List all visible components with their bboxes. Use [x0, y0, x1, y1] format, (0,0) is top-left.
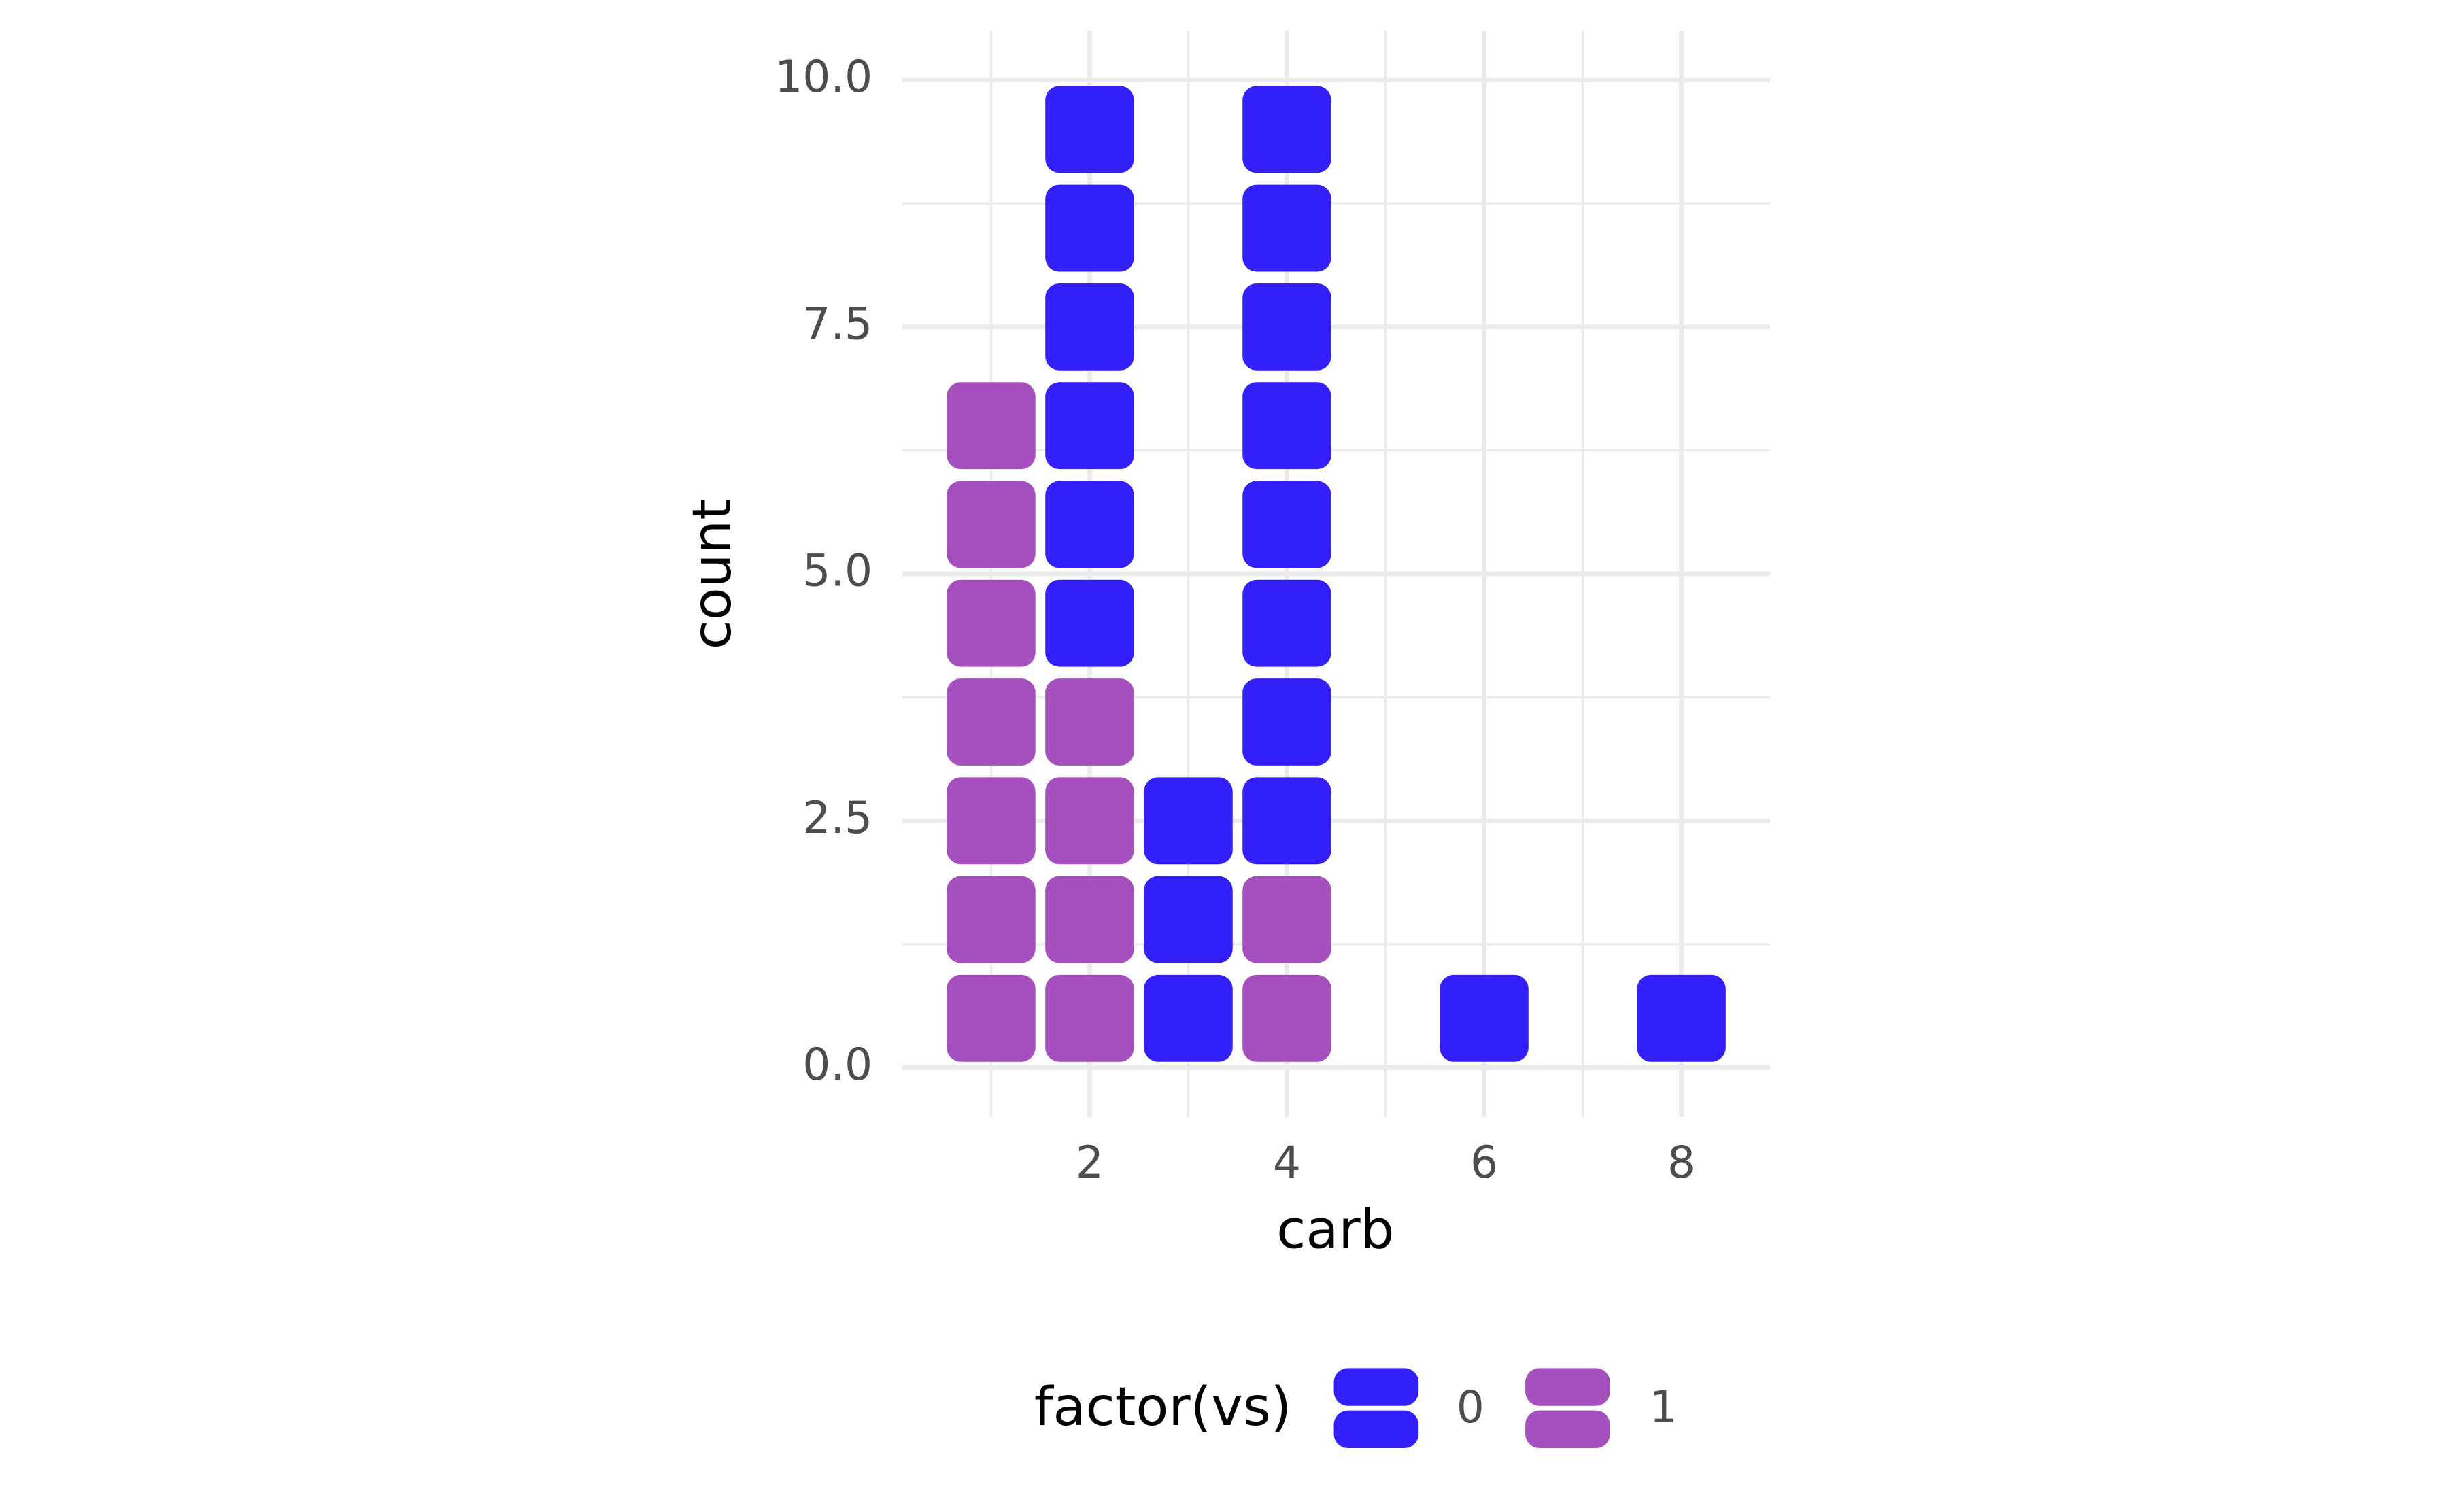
tile — [1242, 579, 1331, 667]
tile — [1144, 777, 1233, 865]
tile — [1242, 876, 1331, 963]
legend-key — [1525, 1368, 1610, 1449]
legend-label: 0 — [1457, 1382, 1484, 1433]
tile-stack — [1045, 678, 1134, 1062]
tile — [947, 579, 1036, 667]
y-tick-label: 5.0 — [802, 546, 872, 597]
tile — [947, 481, 1036, 568]
tile — [1242, 382, 1331, 470]
tile — [1637, 974, 1726, 1062]
legend-swatch — [1525, 1368, 1610, 1406]
x-tick-label: 2 — [1076, 1137, 1104, 1188]
x-axis-title: carb — [1276, 1198, 1394, 1260]
tile — [1045, 283, 1134, 371]
tile — [1045, 777, 1134, 865]
tile — [1045, 974, 1134, 1062]
y-tick-label: 7.5 — [802, 298, 872, 349]
tile — [1045, 678, 1134, 766]
tile-stack — [947, 382, 1036, 1062]
legend-label: 1 — [1650, 1382, 1678, 1433]
tile — [947, 678, 1036, 766]
tile — [1242, 283, 1331, 371]
legend-title: factor(vs) — [1034, 1375, 1291, 1438]
tile — [1144, 974, 1233, 1062]
x-tick-label: 4 — [1273, 1137, 1301, 1188]
tile — [1242, 481, 1331, 568]
legend-swatch — [1525, 1410, 1610, 1449]
tile — [1045, 184, 1134, 272]
tile — [1045, 86, 1134, 173]
y-tick-label: 2.5 — [802, 793, 872, 844]
tile — [1045, 481, 1134, 568]
tile — [1144, 876, 1233, 963]
y-tick-label: 10.0 — [775, 52, 872, 103]
tile — [947, 974, 1036, 1062]
tile — [1242, 777, 1331, 865]
tile-stack — [1637, 974, 1726, 1062]
tile-stack — [1045, 86, 1134, 667]
tile — [1045, 876, 1134, 963]
tile — [1242, 86, 1331, 173]
tile-stack — [1242, 876, 1331, 1062]
tile — [1242, 974, 1331, 1062]
legend-key — [1333, 1368, 1419, 1449]
y-axis-title: count — [681, 499, 743, 649]
y-tick-label: 0.0 — [802, 1040, 872, 1090]
tile — [947, 382, 1036, 470]
legend-swatch — [1333, 1368, 1419, 1406]
tile-stack — [1144, 777, 1233, 1062]
tile-stack — [1242, 86, 1331, 865]
tile-stack — [1440, 974, 1529, 1062]
tile — [1045, 382, 1134, 470]
tile — [1242, 184, 1331, 272]
tile — [1242, 678, 1331, 766]
tile — [947, 876, 1036, 963]
x-tick-label: 8 — [1667, 1137, 1695, 1188]
tile — [1045, 579, 1134, 667]
tile — [1440, 974, 1529, 1062]
legend-swatch — [1333, 1410, 1419, 1449]
tile — [947, 777, 1036, 865]
x-tick-label: 6 — [1470, 1137, 1498, 1188]
